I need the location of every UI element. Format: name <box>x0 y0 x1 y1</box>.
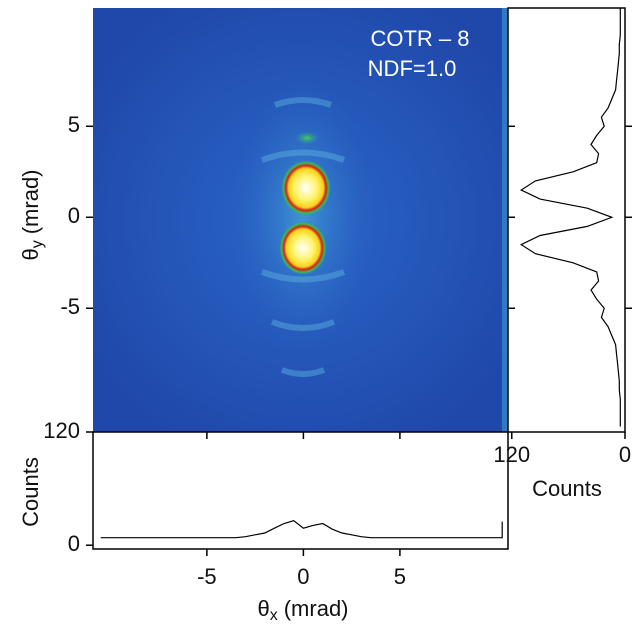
x-tick-label: 0 <box>619 442 631 467</box>
y-axis-label: θy (mrad) <box>18 169 46 260</box>
right-panel <box>507 7 626 433</box>
bottom-panel <box>92 431 509 550</box>
profile-line <box>100 520 503 539</box>
y-tick-label: -5 <box>60 294 80 319</box>
label-part: (mrad) <box>284 596 349 621</box>
profile-line <box>519 8 621 427</box>
x-tick-label: 5 <box>394 564 406 589</box>
heatmap-image <box>93 8 508 432</box>
y-axis-label: Counts <box>18 457 43 527</box>
label-part: (mrad) <box>18 169 43 234</box>
x-axis-label: Counts <box>532 476 602 501</box>
label-part: x <box>270 607 278 624</box>
y-tick-label: 5 <box>68 112 80 137</box>
x-tick-label: 0 <box>297 564 309 589</box>
x-tick-label: 120 <box>493 442 530 467</box>
annotation: COTR – 8 <box>370 26 469 51</box>
label-part: θ <box>18 248 43 260</box>
x-axis-label: θx (mrad) <box>257 596 348 624</box>
label-part: y <box>29 240 46 248</box>
y-tick-label: 120 <box>43 418 80 443</box>
label-part: θ <box>257 596 269 621</box>
y-tick-label: 0 <box>68 203 80 228</box>
y-tick-label: 0 <box>68 531 80 556</box>
annotation: NDF=1.0 <box>368 56 457 81</box>
x-tick-label: -5 <box>197 564 217 589</box>
